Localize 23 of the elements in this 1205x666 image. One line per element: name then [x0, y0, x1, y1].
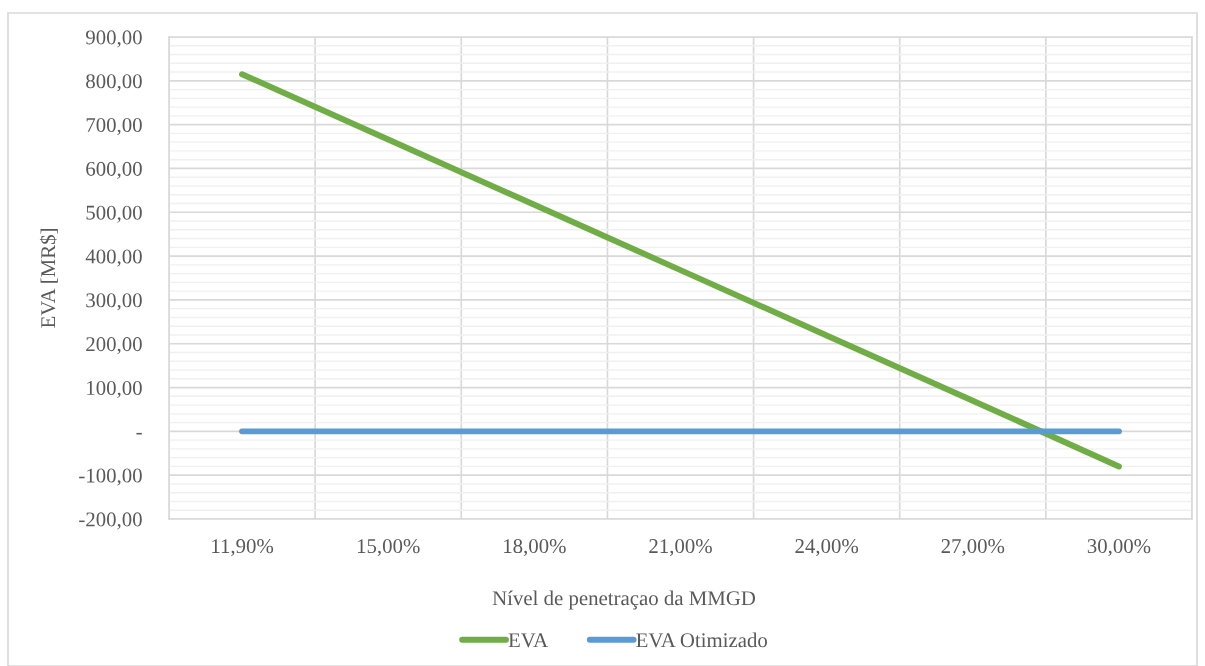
x-tick-label: 24,00% — [795, 539, 859, 557]
y-tick-label: 700,00 — [86, 118, 142, 136]
x-tick-label: 18,00% — [504, 539, 566, 557]
y-tick-label: 800,00 — [86, 74, 142, 92]
y-tick-label: 600,00 — [86, 161, 142, 179]
y-tick-label: -200,00 — [79, 512, 142, 530]
y-tick-label: -100,00 — [79, 468, 142, 486]
y-tick-label: 300,00 — [86, 293, 142, 311]
y-tick-label: 400,00 — [85, 249, 142, 267]
y-tick-label: - — [136, 432, 142, 435]
y-tick-label: 100,00 — [87, 380, 142, 398]
x-axis-title: Nível de penetraçao da MMGD — [492, 590, 756, 610]
x-tick-label: 11,90% — [212, 539, 274, 557]
y-axis-title: EVA [MR$] — [39, 229, 58, 328]
legend-label: EVA — [508, 633, 549, 648]
y-tick-label: 500,00 — [86, 205, 142, 223]
y-tick-label: 900,00 — [85, 30, 142, 48]
x-tick-label: 30,00% — [1087, 539, 1151, 557]
x-tick-label: 15,00% — [357, 539, 420, 557]
y-tick-label: 200,00 — [86, 337, 142, 355]
x-tick-label: 27,00% — [941, 539, 1005, 557]
x-tick-label: 21,00% — [649, 539, 712, 557]
legend-label: EVA Otimizado — [636, 632, 768, 648]
